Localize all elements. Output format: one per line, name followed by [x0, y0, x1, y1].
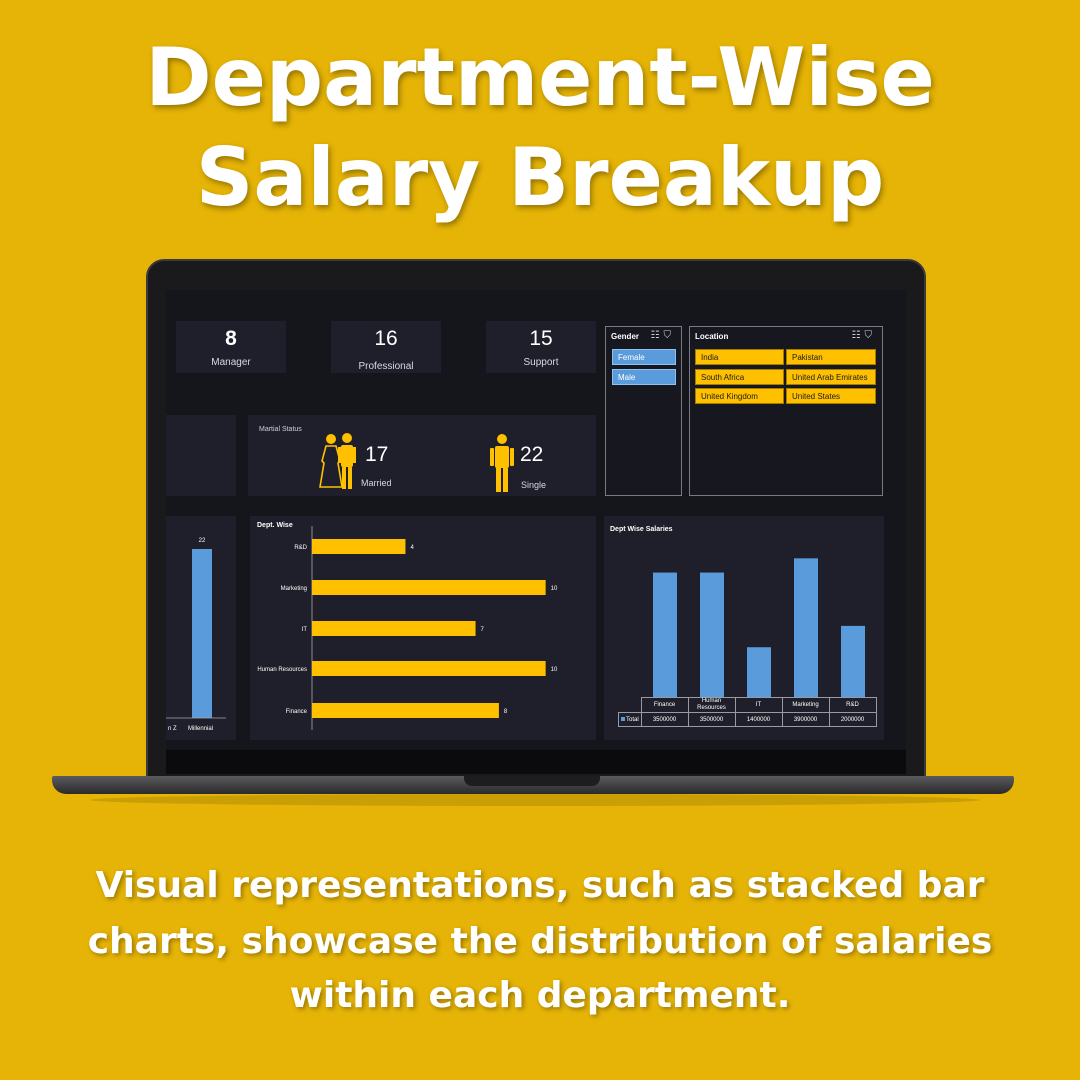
dept-value-label: 10	[551, 667, 558, 673]
card-professional[interactable]: 16 Professional	[331, 321, 441, 373]
slicer-item-male[interactable]: Male	[612, 369, 676, 385]
headline-line-1: Department-Wise	[145, 31, 935, 124]
dashboard-screen: 8 Manager 16 Professional 15 Support Gen…	[166, 290, 906, 750]
dept-bar-finance[interactable]	[312, 703, 499, 718]
slicer-item-uae[interactable]: United Arab Emirates	[786, 369, 876, 385]
slicer-item-pakistan[interactable]: Pakistan	[786, 349, 876, 365]
couple-icon	[319, 433, 356, 489]
dept-wise-chart-title: Dept. Wise	[257, 522, 293, 529]
dept-bar-it[interactable]	[312, 621, 476, 636]
dept-bar-r-d[interactable]	[312, 539, 406, 554]
marital-status-title: Martial Status	[259, 426, 302, 433]
card-professional-label: Professional	[358, 361, 414, 372]
caption-line-2: charts, showcase the distribution of sal…	[87, 921, 993, 962]
dept-salaries-chart-title: Dept Wise Salaries	[610, 526, 673, 533]
salary-table-cell: 3900000	[781, 712, 830, 727]
dept-bar-marketing[interactable]	[312, 580, 546, 595]
salary-bar-finance[interactable]	[653, 572, 677, 697]
dept-wise-chart: R&D 4 Marketing 10 IT 7 Human Resources 10 Finan…	[257, 526, 558, 730]
dept-category-label: Human Resources	[257, 667, 307, 673]
salary-bar-it[interactable]	[747, 647, 771, 697]
dept-category-label: R&D	[294, 545, 307, 551]
salary-table-header-row: Finance Human Resources IT Marketing R&D	[619, 697, 877, 713]
slicer-item-united-states[interactable]: United States	[786, 388, 876, 404]
gender-slicer-tools: ☷⛉	[651, 330, 675, 341]
slicer-item-india[interactable]: India	[695, 349, 784, 365]
slicer-select-icon[interactable]: ☷	[851, 330, 865, 341]
salary-bar-r-d[interactable]	[841, 625, 865, 697]
dept-value-label: 8	[504, 709, 508, 715]
salary-bar-human-resources[interactable]	[700, 572, 724, 697]
slicer-item-south-africa[interactable]: South Africa	[695, 369, 784, 385]
filter-icon[interactable]: ⛉	[663, 330, 675, 341]
dept-bar-human-resources[interactable]	[312, 661, 546, 676]
location-slicer[interactable]: Location ☷⛉ India Pakistan South Africa …	[689, 326, 883, 496]
caption-line-1: Visual representations, such as stacked …	[95, 865, 985, 906]
salary-table-cell: 3500000	[640, 712, 689, 727]
card-support-value: 15	[529, 327, 553, 350]
gender-slicer-title: Gender	[611, 332, 640, 341]
dept-salaries-chart-panel: Dept Wise Salaries Finance Human Resource…	[604, 516, 884, 740]
card-manager-label: Manager	[211, 357, 251, 368]
single-label: Single	[521, 480, 547, 490]
person-icon	[490, 434, 514, 492]
dept-category-label: IT	[302, 627, 308, 633]
marital-status-panel: Martial Status 17 Married 22 Single	[248, 415, 596, 496]
salary-table-header: Finance	[640, 697, 689, 713]
generation-bar-millennial[interactable]	[192, 549, 212, 718]
location-slicer-title: Location	[695, 332, 729, 341]
screen-bezel-bottom	[166, 750, 906, 774]
generation-label-millennial: Millennial	[188, 726, 213, 732]
dept-value-label: 4	[410, 545, 414, 551]
filter-icon[interactable]: ⛉	[864, 330, 876, 341]
caption-line-3: within each department.	[289, 975, 791, 1016]
dept-salaries-chart	[653, 558, 865, 697]
card-manager[interactable]: 8 Manager	[176, 321, 286, 373]
slicer-select-icon[interactable]: ☷	[650, 330, 664, 341]
salary-table-corner	[619, 698, 642, 713]
slicer-item-female[interactable]: Female	[612, 349, 676, 365]
salary-table-total-row: Total 3500000 3500000 1400000 3900000 20…	[618, 712, 877, 727]
generation-chart-panel: 22 n Z Millennial	[166, 516, 236, 740]
married-label: Married	[361, 478, 392, 488]
salary-table-row-label: Total	[618, 712, 642, 727]
generation-bar-value: 22	[199, 538, 206, 544]
salary-row-label-text: Total	[626, 716, 639, 723]
salary-table-header: Marketing	[781, 697, 830, 713]
salary-table-cell: 3500000	[687, 712, 736, 727]
card-support-label: Support	[523, 357, 559, 368]
salary-header-hr-line1: Human Resources	[697, 698, 726, 711]
dept-wise-chart-panel: Dept. Wise R&D 4 Marketing 10 IT 7 Human Resou…	[250, 516, 596, 740]
generation-chart: 22 n Z Millennial	[166, 538, 226, 732]
salary-table-header: IT	[734, 697, 783, 713]
card-manager-value: 8	[225, 327, 237, 350]
salary-table-header: Human Resources	[687, 697, 736, 713]
dept-category-label: Finance	[286, 709, 308, 715]
married-count: 17	[365, 443, 389, 466]
salary-table-cell: 1400000	[734, 712, 783, 727]
card-professional-value: 16	[374, 327, 398, 350]
salary-table-cell: 2000000	[828, 712, 877, 727]
salary-bar-marketing[interactable]	[794, 558, 818, 697]
left-partial-panel	[166, 415, 236, 496]
headline-line-2: Salary Breakup	[195, 131, 885, 224]
dept-value-label: 7	[481, 627, 485, 633]
slicer-item-united-kingdom[interactable]: United Kingdom	[695, 388, 784, 404]
card-support[interactable]: 15 Support	[486, 321, 596, 373]
location-slicer-tools: ☷⛉	[852, 330, 876, 341]
gender-slicer[interactable]: Gender ☷⛉ Female Male	[605, 326, 682, 496]
dept-category-label: Marketing	[281, 586, 307, 592]
salary-data-table: Finance Human Resources IT Marketing R&D …	[618, 697, 877, 727]
laptop-shadow	[90, 794, 980, 806]
single-count: 22	[520, 443, 544, 466]
generation-label-gen-z: n Z	[168, 726, 177, 732]
dept-value-label: 10	[551, 586, 558, 592]
laptop-notch	[464, 776, 600, 786]
salary-table-header: R&D	[828, 697, 877, 713]
legend-swatch	[621, 716, 625, 721]
